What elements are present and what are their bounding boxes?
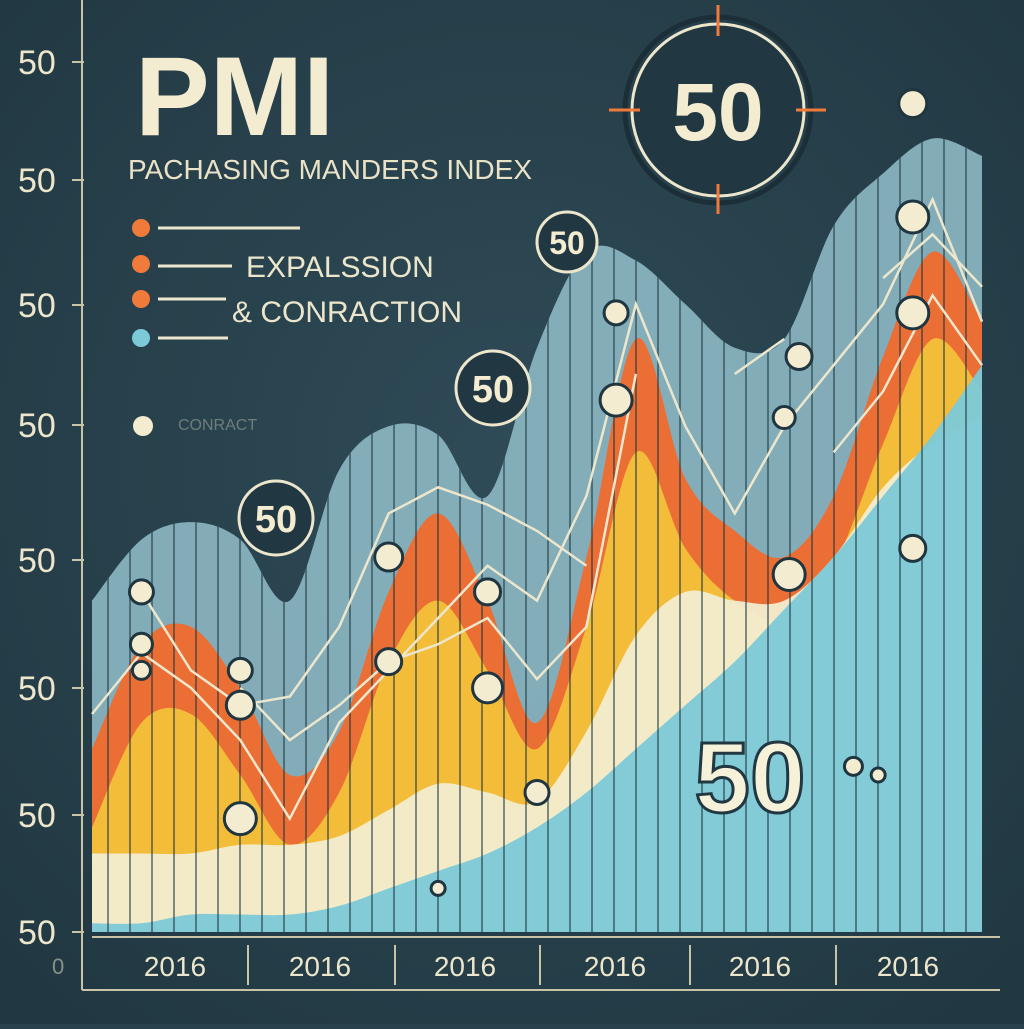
data-point: [471, 671, 505, 705]
data-point: [895, 199, 931, 235]
x-ticks: 2016 2016 2016 2016 2016 2016: [144, 945, 939, 985]
x-tick-label: 2016: [144, 951, 206, 982]
x-tick-label: 2016: [434, 951, 496, 982]
legend: EXPALSSION & CONRACTION CONRACT: [132, 219, 462, 436]
data-point: [598, 382, 634, 418]
y-tick-label: 50: [18, 44, 56, 82]
data-point: [842, 755, 864, 777]
y-tick-label: 0: [52, 954, 64, 979]
x-tick-label: 2016: [729, 951, 791, 982]
x-tick-label: 2016: [584, 951, 646, 982]
legend-entry: & CONRACTION: [132, 290, 462, 329]
legend-entry: EXPALSSION: [132, 251, 434, 284]
series-line: [91, 196, 984, 822]
y-tick-label: 50: [18, 162, 56, 200]
data-point: [374, 647, 404, 677]
data-point: [224, 689, 256, 721]
legend-entry: CONRACT: [133, 416, 257, 436]
badge-label: 50: [549, 225, 585, 261]
legend-swatch: [132, 219, 150, 237]
legend-entry: [132, 329, 228, 347]
data-point: [226, 656, 254, 684]
y-tick-label: 50: [18, 542, 56, 580]
x-tick-label: 2016: [877, 951, 939, 982]
legend-label: CONRACT: [178, 417, 257, 434]
data-point: [523, 778, 551, 806]
data-point: [897, 88, 929, 120]
badge-label: 50: [672, 67, 763, 158]
data-point: [130, 659, 152, 681]
data-point: [473, 577, 503, 607]
chart-subtitle: PACHASING MANDERS INDEX: [128, 154, 532, 185]
badge: 50: [454, 349, 532, 427]
chart-title: PMI: [135, 34, 334, 159]
series-line: [832, 293, 984, 454]
data-point: [127, 578, 155, 606]
badge-label: 50: [255, 499, 297, 541]
data-point: [869, 766, 887, 784]
legend-swatch: [133, 416, 153, 436]
y-tick-label: 50: [18, 407, 56, 445]
legend-swatch: [132, 329, 150, 347]
series-line: [239, 373, 638, 742]
data-point: [771, 556, 807, 592]
badge: 50: [237, 479, 315, 557]
series-line: [734, 338, 785, 375]
badge: 50: [535, 210, 599, 274]
legend-entry: [132, 219, 300, 237]
x-tick-label: 2016: [289, 951, 351, 982]
large-badge: 50: [609, 5, 826, 214]
legend-label: & CONRACTION: [232, 296, 462, 329]
y-tick-label: 50: [18, 287, 56, 325]
data-point: [373, 541, 405, 573]
data-point: [222, 801, 258, 837]
y-tick-label: 50: [18, 797, 56, 835]
badge-label: 50: [472, 369, 514, 411]
series-line: [140, 485, 588, 707]
data-point: [771, 405, 797, 431]
legend-swatch: [132, 255, 150, 273]
data-point: [895, 295, 931, 331]
legend-label: EXPALSSION: [246, 251, 434, 284]
data-point: [429, 879, 447, 897]
data-point: [784, 341, 814, 371]
floating-50-label: 50: [694, 722, 805, 834]
data-point: [128, 631, 154, 657]
series-line: [882, 232, 983, 288]
y-tick-label: 50: [18, 914, 56, 952]
line-layer: [91, 196, 984, 822]
data-point: [602, 299, 630, 327]
marker-layer: [127, 88, 931, 897]
data-point: [898, 533, 928, 563]
y-tick-label: 50: [18, 670, 56, 708]
legend-swatch: [132, 290, 150, 308]
